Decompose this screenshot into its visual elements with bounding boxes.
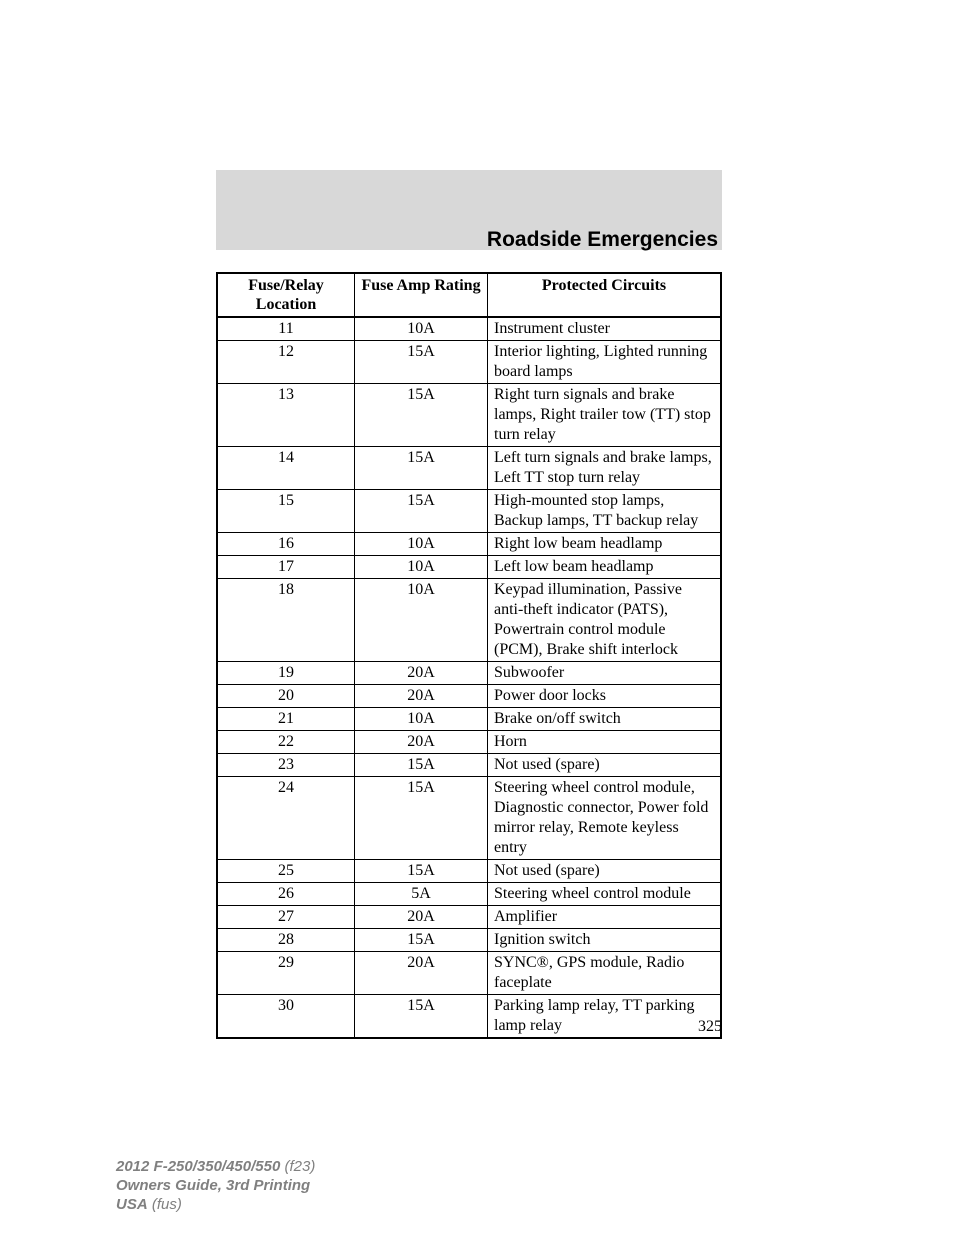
cell-location: 18 bbox=[217, 579, 355, 662]
cell-amp: 20A bbox=[355, 731, 488, 754]
cell-circuits: Left low beam headlamp bbox=[488, 556, 722, 579]
cell-amp: 20A bbox=[355, 906, 488, 929]
cell-amp: 20A bbox=[355, 662, 488, 685]
cell-amp: 15A bbox=[355, 384, 488, 447]
cell-circuits: Subwoofer bbox=[488, 662, 722, 685]
cell-amp: 20A bbox=[355, 685, 488, 708]
table-row: 2110ABrake on/off switch bbox=[217, 708, 721, 731]
footer-region: USA bbox=[116, 1196, 148, 1213]
table-row: 1315ARight turn signals and brake lamps,… bbox=[217, 384, 721, 447]
table-row: 2920ASYNC®, GPS module, Radio faceplate bbox=[217, 952, 721, 995]
footer-code-1: (f23) bbox=[284, 1158, 315, 1175]
table-row: 1215AInterior lighting, Lighted running … bbox=[217, 341, 721, 384]
cell-amp: 10A bbox=[355, 556, 488, 579]
cell-amp: 15A bbox=[355, 929, 488, 952]
cell-circuits: Keypad illumination, Passive anti-theft … bbox=[488, 579, 722, 662]
cell-circuits: Horn bbox=[488, 731, 722, 754]
cell-circuits: Brake on/off switch bbox=[488, 708, 722, 731]
section-title: Roadside Emergencies bbox=[216, 228, 722, 252]
footer: 2012 F-250/350/450/550 (f23) Owners Guid… bbox=[116, 1158, 315, 1214]
cell-circuits: Right turn signals and brake lamps, Righ… bbox=[488, 384, 722, 447]
table-row: 1610ARight low beam headlamp bbox=[217, 533, 721, 556]
table-header-row: Fuse/Relay Location Fuse Amp Rating Prot… bbox=[217, 273, 721, 317]
table-row: 265ASteering wheel control module bbox=[217, 883, 721, 906]
cell-location: 19 bbox=[217, 662, 355, 685]
cell-location: 22 bbox=[217, 731, 355, 754]
cell-amp: 10A bbox=[355, 708, 488, 731]
table-row: 1810AKeypad illumination, Passive anti-t… bbox=[217, 579, 721, 662]
footer-code-2: (fus) bbox=[152, 1196, 182, 1213]
cell-circuits: Ignition switch bbox=[488, 929, 722, 952]
footer-guide: Owners Guide, 3rd Printing bbox=[116, 1177, 315, 1196]
cell-circuits: Interior lighting, Lighted running board… bbox=[488, 341, 722, 384]
cell-circuits: Instrument cluster bbox=[488, 317, 722, 341]
cell-circuits: Right low beam headlamp bbox=[488, 533, 722, 556]
table-row: 2815AIgnition switch bbox=[217, 929, 721, 952]
cell-amp: 15A bbox=[355, 860, 488, 883]
table-row: 1110AInstrument cluster bbox=[217, 317, 721, 341]
footer-line-3: USA (fus) bbox=[116, 1196, 315, 1215]
table-row: 1415ALeft turn signals and brake lamps, … bbox=[217, 447, 721, 490]
col-header-location: Fuse/Relay Location bbox=[217, 273, 355, 317]
cell-location: 13 bbox=[217, 384, 355, 447]
fuse-table: Fuse/Relay Location Fuse Amp Rating Prot… bbox=[216, 272, 722, 1039]
table-row: 1710ALeft low beam headlamp bbox=[217, 556, 721, 579]
cell-circuits: Not used (spare) bbox=[488, 754, 722, 777]
cell-circuits: Not used (spare) bbox=[488, 860, 722, 883]
footer-line-1: 2012 F-250/350/450/550 (f23) bbox=[116, 1158, 315, 1177]
col-header-amp: Fuse Amp Rating bbox=[355, 273, 488, 317]
cell-location: 29 bbox=[217, 952, 355, 995]
table-row: 1920ASubwoofer bbox=[217, 662, 721, 685]
cell-location: 16 bbox=[217, 533, 355, 556]
table-row: 2315ANot used (spare) bbox=[217, 754, 721, 777]
cell-location: 14 bbox=[217, 447, 355, 490]
cell-circuits: Power door locks bbox=[488, 685, 722, 708]
cell-amp: 15A bbox=[355, 754, 488, 777]
cell-amp: 5A bbox=[355, 883, 488, 906]
cell-location: 17 bbox=[217, 556, 355, 579]
cell-location: 26 bbox=[217, 883, 355, 906]
cell-circuits: Left turn signals and brake lamps, Left … bbox=[488, 447, 722, 490]
cell-circuits: High-mounted stop lamps, Backup lamps, T… bbox=[488, 490, 722, 533]
cell-location: 20 bbox=[217, 685, 355, 708]
cell-amp: 10A bbox=[355, 579, 488, 662]
cell-location: 27 bbox=[217, 906, 355, 929]
cell-amp: 20A bbox=[355, 952, 488, 995]
table-row: 2220AHorn bbox=[217, 731, 721, 754]
cell-location: 11 bbox=[217, 317, 355, 341]
table-row: 2415ASteering wheel control module, Diag… bbox=[217, 777, 721, 860]
cell-amp: 15A bbox=[355, 447, 488, 490]
cell-amp: 15A bbox=[355, 490, 488, 533]
table-row: 2020APower door locks bbox=[217, 685, 721, 708]
cell-amp: 15A bbox=[355, 341, 488, 384]
cell-circuits: Amplifier bbox=[488, 906, 722, 929]
cell-location: 15 bbox=[217, 490, 355, 533]
cell-location: 21 bbox=[217, 708, 355, 731]
table-row: 2720AAmplifier bbox=[217, 906, 721, 929]
page-number: 325 bbox=[216, 1018, 722, 1036]
cell-location: 23 bbox=[217, 754, 355, 777]
footer-model: 2012 F-250/350/450/550 bbox=[116, 1158, 280, 1175]
cell-circuits: Steering wheel control module bbox=[488, 883, 722, 906]
cell-amp: 10A bbox=[355, 317, 488, 341]
cell-location: 28 bbox=[217, 929, 355, 952]
cell-circuits: SYNC®, GPS module, Radio faceplate bbox=[488, 952, 722, 995]
cell-amp: 10A bbox=[355, 533, 488, 556]
cell-amp: 15A bbox=[355, 777, 488, 860]
table-row: 1515AHigh-mounted stop lamps, Backup lam… bbox=[217, 490, 721, 533]
cell-location: 25 bbox=[217, 860, 355, 883]
cell-location: 24 bbox=[217, 777, 355, 860]
col-header-circuits: Protected Circuits bbox=[488, 273, 722, 317]
table-row: 2515ANot used (spare) bbox=[217, 860, 721, 883]
cell-location: 12 bbox=[217, 341, 355, 384]
cell-circuits: Steering wheel control module, Diagnosti… bbox=[488, 777, 722, 860]
